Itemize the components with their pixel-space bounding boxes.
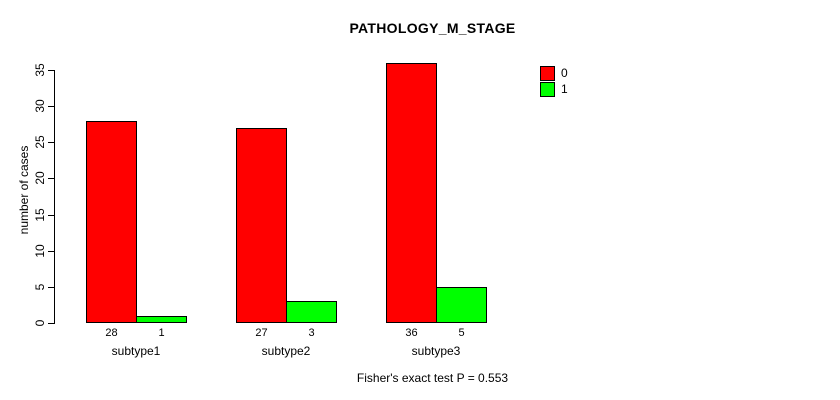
bar-count-label: 28	[105, 327, 118, 339]
y-tick-label: 0	[33, 319, 47, 327]
bar-count-label: 1	[158, 327, 165, 339]
y-tick	[48, 178, 54, 179]
y-tick-label: 25	[33, 135, 47, 149]
y-tick	[48, 215, 54, 216]
y-tick-label: 5	[33, 283, 47, 291]
y-tick-label: 35	[33, 63, 47, 77]
y-tick-label: 10	[33, 244, 47, 258]
y-tick	[48, 142, 54, 143]
bar	[136, 316, 187, 323]
bar-count-label: 36	[405, 327, 418, 339]
y-axis-line	[54, 70, 55, 324]
bar	[236, 128, 287, 323]
bar-count-label: 3	[308, 327, 315, 339]
y-tick-label: 30	[33, 99, 47, 113]
legend-label: 0	[561, 66, 568, 80]
bar	[286, 301, 337, 323]
category-label: subtype2	[261, 344, 311, 358]
legend-swatch	[540, 82, 555, 97]
bar	[386, 63, 437, 323]
category-label: subtype1	[111, 344, 161, 358]
legend-label: 1	[561, 82, 568, 96]
y-axis-label: number of cases	[17, 145, 31, 235]
y-tick-label: 15	[33, 208, 47, 222]
y-tick	[48, 287, 54, 288]
bar-count-label: 27	[255, 327, 268, 339]
y-tick	[48, 106, 54, 107]
bar-count-label: 5	[458, 327, 465, 339]
legend-swatch	[540, 66, 555, 81]
y-tick-label: 20	[33, 171, 47, 185]
bar	[86, 121, 137, 323]
bar	[436, 287, 487, 323]
y-tick	[48, 251, 54, 252]
y-tick	[48, 70, 54, 71]
chart-title: PATHOLOGY_M_STAGE	[349, 20, 516, 36]
footer-annotation: Fisher's exact test P = 0.553	[356, 371, 509, 385]
y-tick	[48, 323, 54, 324]
legend-item: 1	[540, 82, 568, 97]
legend-item: 0	[540, 66, 568, 81]
category-label: subtype3	[411, 344, 461, 358]
